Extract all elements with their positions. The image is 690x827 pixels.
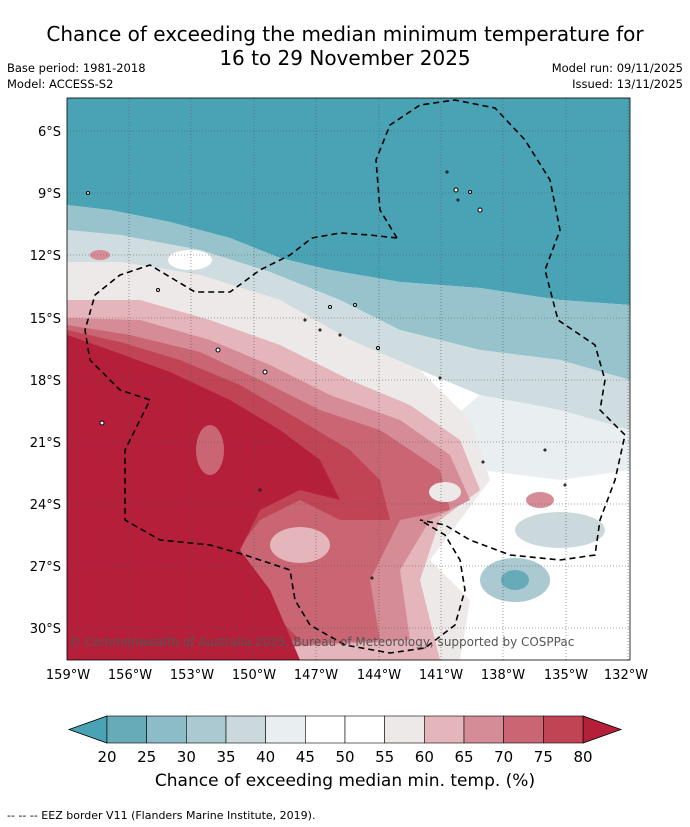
eez-legend-note: -- -- -- EEZ border V11 (Flanders Marine…: [7, 809, 316, 822]
colorbar-tick: 25: [137, 748, 156, 766]
colorbar-bin: [344, 715, 385, 744]
colorbar-bin: [503, 715, 544, 744]
colorbar-tick: 35: [216, 748, 235, 766]
region-25-30: [67, 205, 630, 380]
region-40-45: [450, 395, 630, 480]
lon-axis: 159°W 156°W 153°W 150°W 147°W 144°W 141°…: [46, 668, 648, 683]
lon-tick: 144°W: [357, 668, 401, 683]
lat-tick: 30°S: [30, 622, 61, 637]
colorbar-bin: [186, 715, 227, 744]
colorbar-bin: [543, 715, 584, 744]
colorbar-bin: [265, 715, 306, 744]
model-name: Model: ACCESS-S2: [7, 77, 114, 91]
colorbar-tick: 75: [534, 748, 553, 766]
lon-tick: 150°W: [232, 668, 276, 683]
warm-blob-light: [270, 527, 330, 563]
colorbar-tick: 60: [415, 748, 434, 766]
map-area: © Commonwealth of Australia 2025, Bureau…: [67, 98, 630, 660]
base-period: Base period: 1981-2018: [7, 61, 146, 75]
colorbar-tick: 20: [97, 748, 116, 766]
colorbar-bin: [106, 715, 147, 744]
eez-border-west: [84, 232, 466, 654]
colorbar-bin: [225, 715, 266, 744]
lat-tick: 27°S: [30, 560, 61, 575]
colorbar-label: Chance of exceeding median min. temp. (%…: [154, 771, 536, 791]
neutral-blob: [429, 482, 461, 502]
lon-tick: 135°W: [544, 668, 588, 683]
colorbar-over-arrow: [582, 715, 623, 744]
southeast-cool-core: [501, 570, 529, 590]
lat-tick: 18°S: [30, 374, 61, 389]
colorbar-tick: 65: [454, 748, 473, 766]
lat-axis: 6°S 9°S 12°S 15°S 18°S 21°S 24°S 27°S 30…: [30, 125, 61, 637]
lat-tick: 6°S: [38, 125, 61, 140]
warm-blob: [196, 425, 224, 475]
issued-date: Issued: 13/11/2025: [572, 77, 683, 91]
colorbar-tick: 80: [573, 748, 592, 766]
lon-tick: 147°W: [294, 668, 338, 683]
map-title: Chance of exceeding the median minimum t…: [0, 22, 690, 70]
meta-right: Model run: 09/11/2025 Issued: 13/11/2025: [552, 60, 683, 92]
east-warm-blob: [526, 492, 554, 508]
lat-tick: 21°S: [30, 436, 61, 451]
islands: [86, 170, 567, 580]
colorbar-bin: [305, 715, 346, 744]
colorbar-bin: [384, 715, 425, 744]
colorbar-bin: [424, 715, 465, 744]
colorbar-bin: [146, 715, 187, 744]
title-line-1: Chance of exceeding the median minimum t…: [46, 22, 644, 46]
meta-left: Base period: 1981-2018 Model: ACCESS-S2: [7, 60, 146, 92]
colorbar-tick: 45: [296, 748, 315, 766]
colorbar-tick: 70: [494, 748, 513, 766]
colorbar-tick: 50: [335, 748, 354, 766]
lon-tick: 153°W: [170, 668, 214, 683]
region-low-chance: [67, 98, 630, 305]
colorbar-tick: 40: [256, 748, 275, 766]
region-high-chance: [67, 335, 340, 660]
lon-tick: 159°W: [46, 668, 90, 683]
lat-tick: 15°S: [30, 312, 61, 327]
lon-tick: 132°W: [604, 668, 648, 683]
region-35-40: [67, 230, 630, 430]
lon-tick: 138°W: [481, 668, 525, 683]
title-line-2: 16 to 29 November 2025: [219, 46, 471, 70]
gridlines: [67, 98, 630, 660]
eez-borders: [84, 99, 626, 654]
colorbar-bin: [463, 715, 504, 744]
lat-tick: 24°S: [30, 498, 61, 513]
colorbar-tick: 55: [375, 748, 394, 766]
east-cool-patch: [515, 512, 605, 548]
lat-tick: 12°S: [30, 249, 61, 264]
lon-tick: 141°W: [419, 668, 463, 683]
map-frame: [66, 97, 631, 661]
model-run: Model run: 09/11/2025: [551, 61, 683, 75]
lat-tick: 9°S: [38, 187, 61, 202]
neutral-blob-north: [168, 250, 212, 270]
colorbar-tick: 30: [177, 748, 196, 766]
colorbar-under-arrow: [67, 715, 108, 744]
copyright-text: © Commonwealth of Australia 2025, Bureau…: [69, 635, 574, 649]
eez-border-north: [375, 99, 626, 561]
lon-tick: 156°W: [108, 668, 152, 683]
colorbar: 20 25 30 35 40 45 50 55 60 65 70 75 80: [67, 715, 623, 766]
